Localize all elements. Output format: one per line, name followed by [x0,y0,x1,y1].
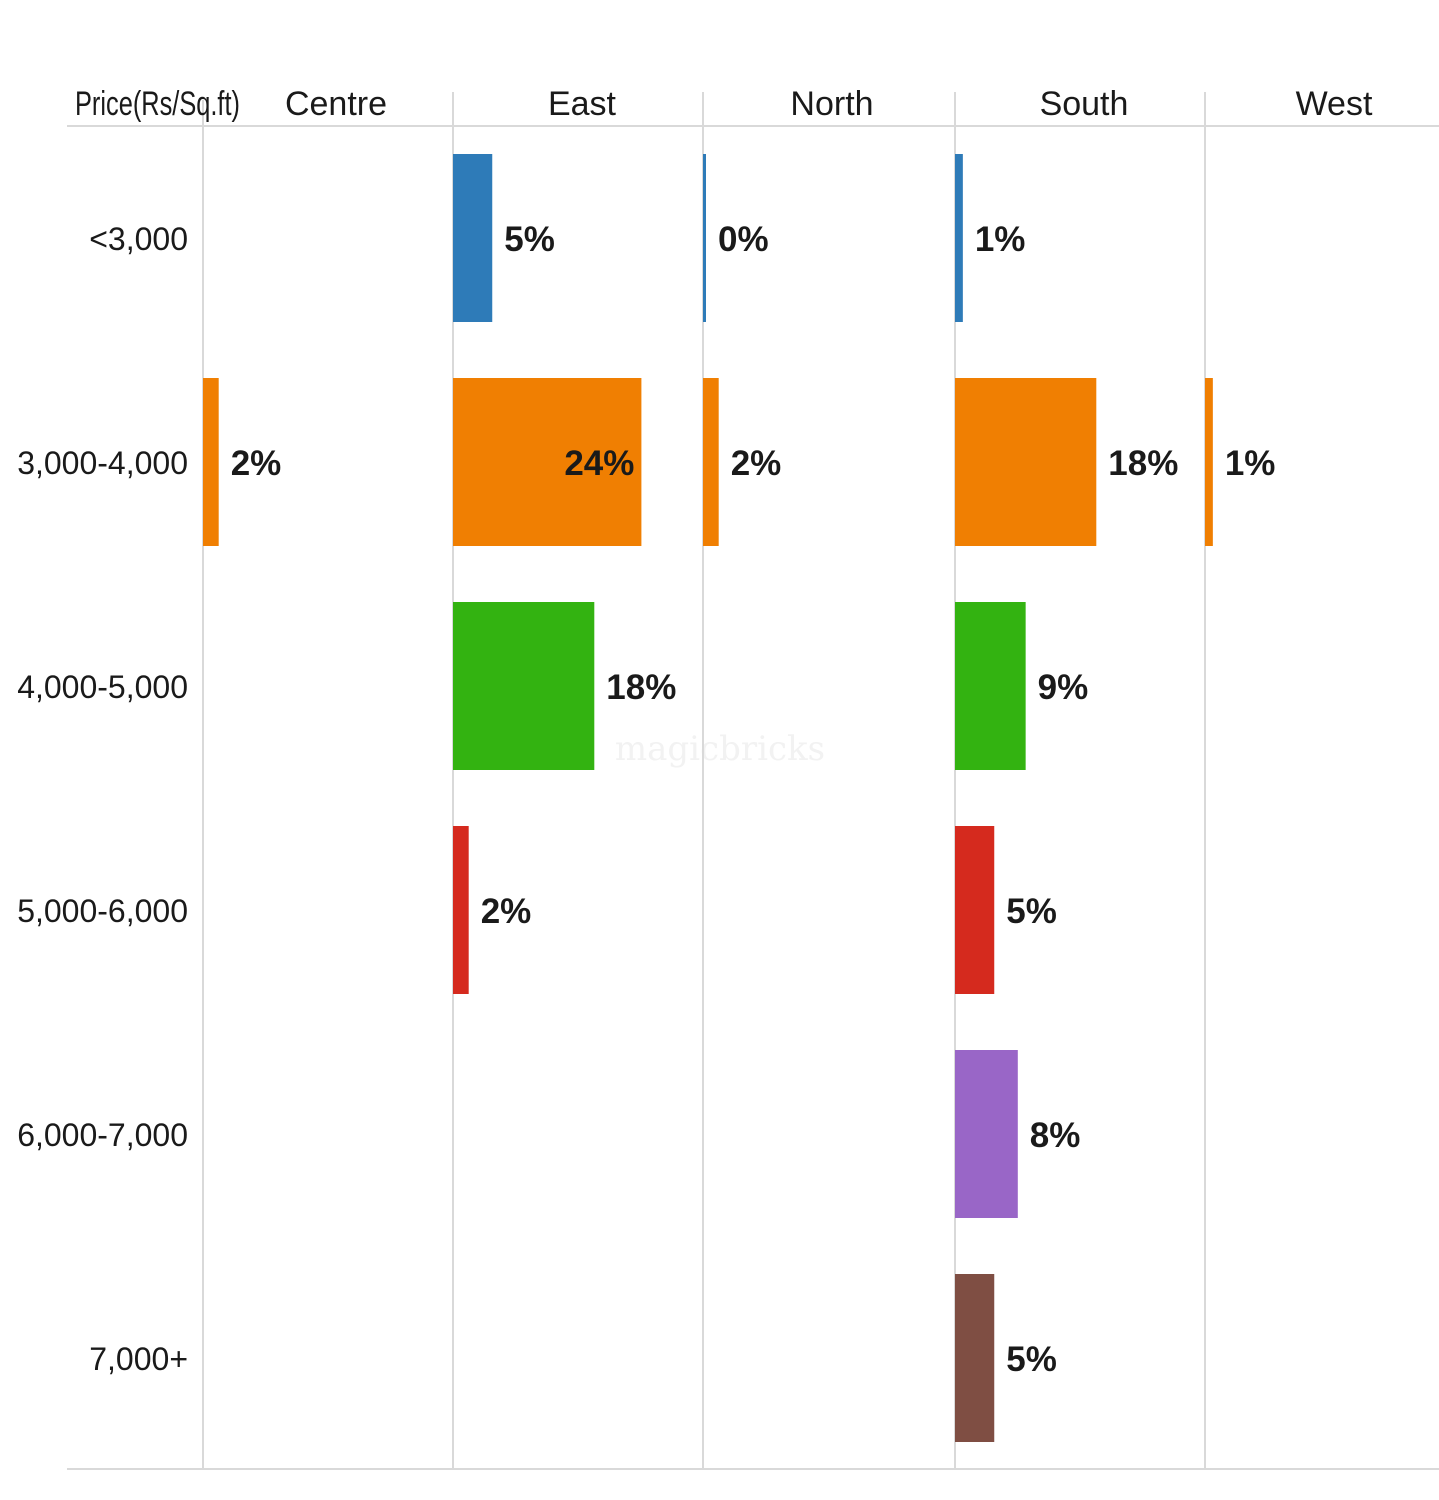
data-label: 2% [731,444,782,483]
data-label: 1% [1225,444,1276,483]
bar-north [703,154,706,322]
row-label: 3,000-4,000 [17,445,188,481]
watermark: magicbricks [615,729,825,769]
data-label: 5% [1006,892,1057,931]
corner-header: Price(Rs/Sq.ft) [75,85,240,123]
data-label: 5% [1006,1340,1057,1379]
bar-south [955,826,995,994]
row-label: 4,000-5,000 [17,669,188,705]
bar-north [703,378,719,546]
column-header-centre: Centre [285,85,387,123]
data-label: 5% [504,220,555,259]
bar-east [453,154,493,322]
bar-east [453,602,595,770]
bar-east [453,826,469,994]
data-label: 9% [1038,668,1089,707]
bar-west [1205,378,1213,546]
bar-centre [203,378,219,546]
bar-south [955,378,1097,546]
data-label: 2% [231,444,282,483]
row-label: 6,000-7,000 [17,1117,188,1153]
bar-south [955,602,1026,770]
column-header-south: South [1040,85,1129,123]
row-label: 5,000-6,000 [17,893,188,929]
row-label: <3,000 [89,221,188,257]
data-label: 1% [975,220,1026,259]
column-header-north: North [790,85,873,123]
data-label: 0% [718,220,769,259]
row-label: 7,000+ [89,1341,188,1377]
data-label: 8% [1030,1116,1081,1155]
data-label: 2% [481,892,532,931]
data-label: 18% [606,668,676,707]
bar-south [955,154,963,322]
bar-south [955,1050,1018,1218]
data-label: 24% [564,444,634,483]
bar-east [453,378,642,546]
bar-south [955,1274,995,1442]
column-header-east: East [548,85,617,123]
data-label: 18% [1108,444,1178,483]
column-header-west: West [1296,85,1373,123]
